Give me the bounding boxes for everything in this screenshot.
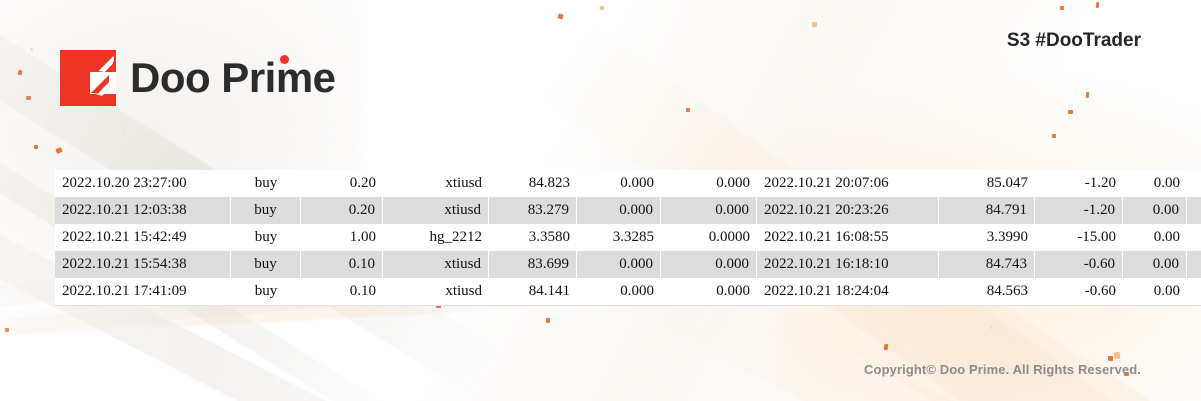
cell-type: buy xyxy=(231,170,301,197)
cell-stop-loss: 0.000 xyxy=(577,197,661,224)
cell-stop-loss: 0.000 xyxy=(577,278,661,306)
cell-volume: 1.00 xyxy=(301,224,383,251)
cell-close-price: 84.743 xyxy=(939,251,1035,278)
cell-open-time: 2022.10.21 15:54:38 xyxy=(55,251,231,278)
cell-close-time: 2022.10.21 20:07:06 xyxy=(757,170,939,197)
confetti-speck xyxy=(883,343,889,351)
cell-take-profit: 0.000 xyxy=(661,251,757,278)
cell-open-price: 83.699 xyxy=(489,251,577,278)
cell-taxes: 0.00 xyxy=(1123,251,1187,278)
cell-close-price: 84.563 xyxy=(939,278,1035,306)
cell-open-time: 2022.10.20 23:27:00 xyxy=(55,170,231,197)
cell-open-time: 2022.10.21 15:42:49 xyxy=(55,224,231,251)
confetti-speck xyxy=(1060,6,1064,10)
cell-taxes: 0.00 xyxy=(1123,170,1187,197)
cell-symbol: xtiusd xyxy=(383,278,489,306)
cell-open-price: 84.823 xyxy=(489,170,577,197)
confetti-dot xyxy=(990,326,993,329)
confetti-speck xyxy=(1095,1,1100,9)
confetti-speck xyxy=(600,6,604,10)
cell-volume: 0.10 xyxy=(301,251,383,278)
cell-type: buy xyxy=(231,251,301,278)
confetti-speck xyxy=(17,69,23,76)
confetti-speck xyxy=(686,108,690,112)
confetti-speck xyxy=(34,145,38,149)
cell-volume: 0.10 xyxy=(301,278,383,306)
cell-close-price: 84.791 xyxy=(939,197,1035,224)
copyright-notice: Copyright© Doo Prime. All Rights Reserve… xyxy=(864,362,1141,377)
confetti-speck xyxy=(1052,134,1056,138)
cell-open-price: 84.141 xyxy=(489,278,577,306)
brand-name: Doo Prime xyxy=(130,54,336,101)
trades-table: 2022.10.20 23:27:00 buy 0.20 xtiusd 84.8… xyxy=(55,170,1201,306)
cell-commission: -1.20 xyxy=(1035,170,1123,197)
confetti-dot xyxy=(30,48,33,51)
cell-type: buy xyxy=(231,197,301,224)
cell-close-time: 2022.10.21 16:08:55 xyxy=(757,224,939,251)
cell-stop-loss: 0.000 xyxy=(577,170,661,197)
brand-accent-dot-icon xyxy=(280,55,289,64)
cell-taxes: 0.00 xyxy=(1123,278,1187,306)
cell-close-price: 3.3990 xyxy=(939,224,1035,251)
cell-open-time: 2022.10.21 17:41:09 xyxy=(55,278,231,306)
cell-commission: -1.20 xyxy=(1035,197,1123,224)
cell-swap: 0.00 xyxy=(1187,278,1201,306)
table-row: 2022.10.21 15:54:38 buy 0.10 xtiusd 83.6… xyxy=(55,251,1201,278)
table-row: 2022.10.21 15:42:49 buy 1.00 hg_2212 3.3… xyxy=(55,224,1201,251)
cell-open-price: 3.3580 xyxy=(489,224,577,251)
cell-volume: 0.20 xyxy=(301,197,383,224)
brand-logo: Doo Prime xyxy=(60,50,336,106)
cell-take-profit: 0.000 xyxy=(661,170,757,197)
cell-symbol: hg_2212 xyxy=(383,224,489,251)
cell-commission: -0.60 xyxy=(1035,278,1123,306)
cell-taxes: 0.00 xyxy=(1123,224,1187,251)
cell-stop-loss: 3.3285 xyxy=(577,224,661,251)
cell-swap: 1.34 xyxy=(1187,170,1201,197)
cell-close-price: 85.047 xyxy=(939,170,1035,197)
cell-commission: -0.60 xyxy=(1035,251,1123,278)
session-tag: S3 #DooTrader xyxy=(1006,30,1141,51)
cell-type: buy xyxy=(231,224,301,251)
confetti-speck xyxy=(1068,110,1073,114)
cell-open-time: 2022.10.21 12:03:38 xyxy=(55,197,231,224)
cell-take-profit: 0.000 xyxy=(661,278,757,306)
table-row: 2022.10.20 23:27:00 buy 0.20 xtiusd 84.8… xyxy=(55,170,1201,197)
cell-symbol: xtiusd xyxy=(383,251,489,278)
confetti-speck xyxy=(5,328,9,332)
confetti-speck xyxy=(26,96,31,100)
cell-symbol: xtiusd xyxy=(383,197,489,224)
cell-close-time: 2022.10.21 18:24:04 xyxy=(757,278,939,306)
confetti-speck xyxy=(546,318,550,323)
cell-open-price: 83.279 xyxy=(489,197,577,224)
cell-stop-loss: 0.000 xyxy=(577,251,661,278)
cell-symbol: xtiusd xyxy=(383,170,489,197)
cell-volume: 0.20 xyxy=(301,170,383,197)
confetti-speck xyxy=(55,146,63,155)
cell-close-time: 2022.10.21 16:18:10 xyxy=(757,251,939,278)
confetti-speck xyxy=(812,22,817,27)
table-row: 2022.10.21 12:03:38 buy 0.20 xtiusd 83.2… xyxy=(55,197,1201,224)
confetti-dot xyxy=(124,130,126,132)
cell-commission: -15.00 xyxy=(1035,224,1123,251)
confetti-speck xyxy=(1113,351,1121,360)
cell-take-profit: 0.0000 xyxy=(661,224,757,251)
cell-taxes: 0.00 xyxy=(1123,197,1187,224)
cell-swap: 0.00 xyxy=(1187,197,1201,224)
cell-swap: 0.00 xyxy=(1187,251,1201,278)
cell-swap: 0.00 xyxy=(1187,224,1201,251)
confetti-speck xyxy=(557,13,564,20)
trades-table-body: 2022.10.20 23:27:00 buy 0.20 xtiusd 84.8… xyxy=(55,170,1201,306)
confetti-speck xyxy=(1108,356,1113,361)
cell-close-time: 2022.10.21 20:23:26 xyxy=(757,197,939,224)
doo-prime-logo-icon xyxy=(60,50,116,106)
trades-table-container: 2022.10.20 23:27:00 buy 0.20 xtiusd 84.8… xyxy=(55,170,1201,306)
confetti-speck xyxy=(1085,91,1090,99)
cell-take-profit: 0.000 xyxy=(661,197,757,224)
cell-type: buy xyxy=(231,278,301,306)
table-row: 2022.10.21 17:41:09 buy 0.10 xtiusd 84.1… xyxy=(55,278,1201,306)
